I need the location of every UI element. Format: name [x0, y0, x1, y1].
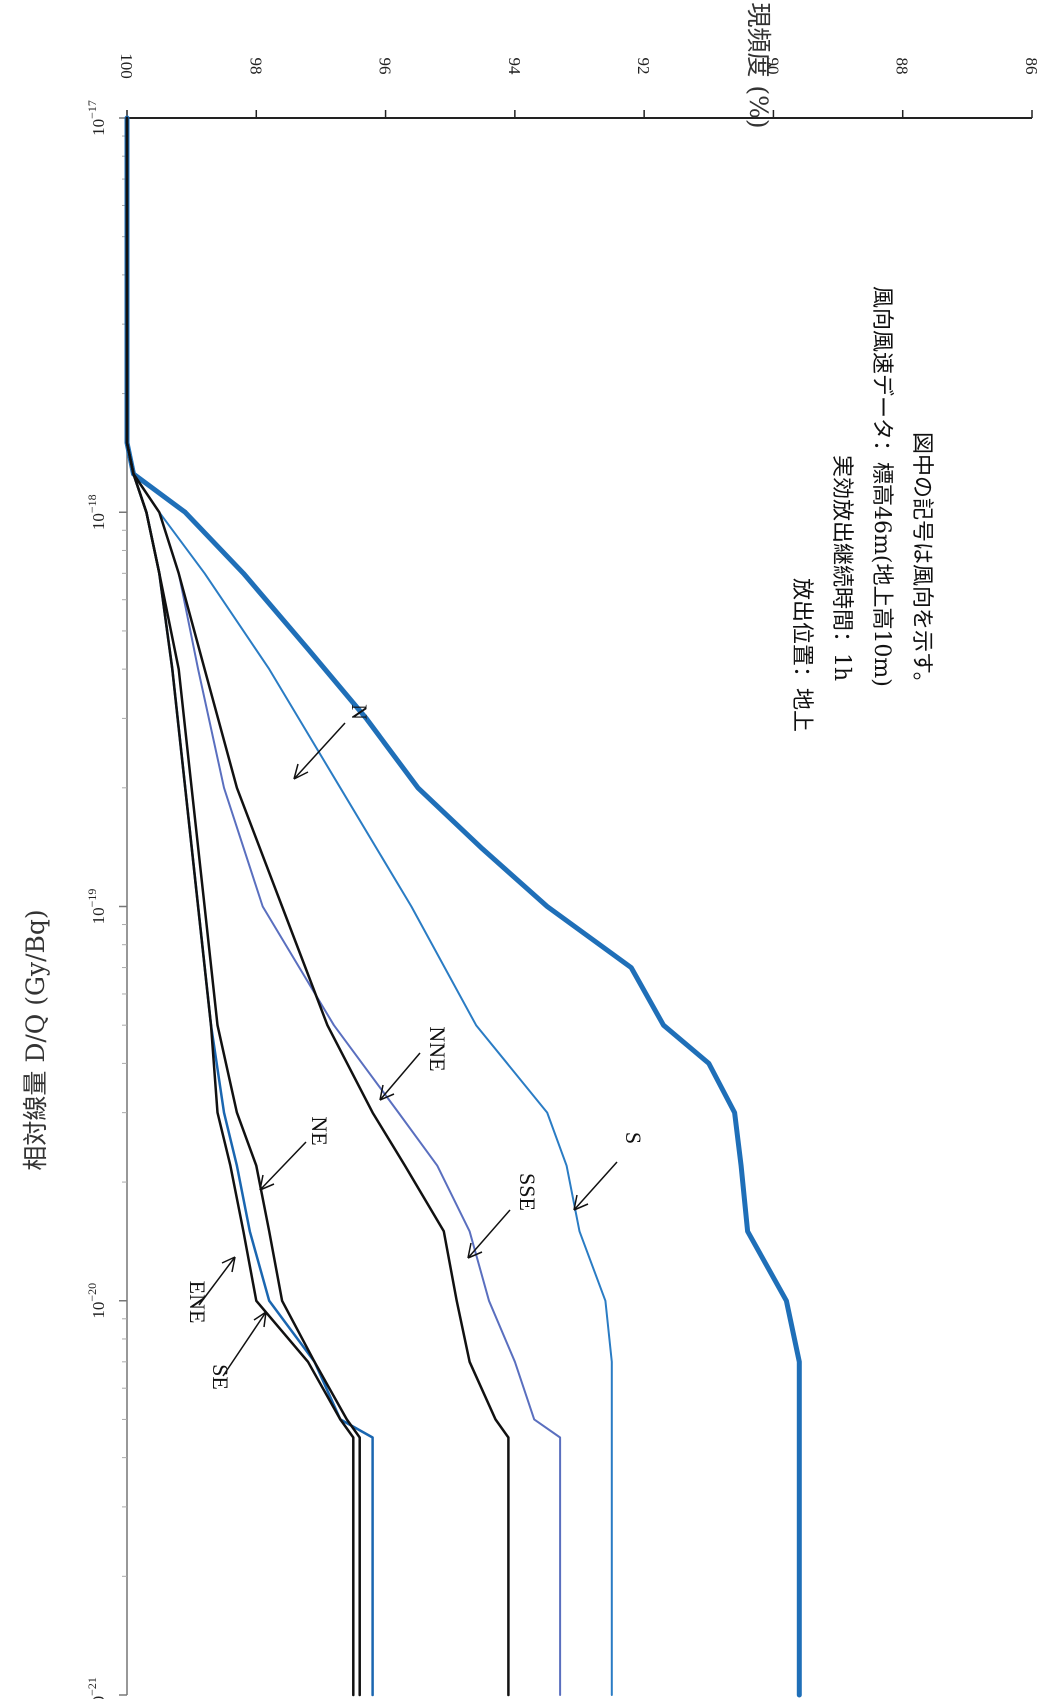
- arrow-sse: [467, 1209, 511, 1259]
- dose-tick-label-−18: 10−18: [85, 494, 108, 530]
- series-line-s: [126, 117, 613, 1696]
- frequency-tick-label-100: 100: [117, 53, 136, 79]
- arrow-ene: [198, 1256, 236, 1306]
- note-release-position: 放出位置：地上: [789, 578, 814, 732]
- label-ne: NE: [307, 1116, 332, 1145]
- dose-tick-label-−21: 10−21: [85, 1677, 108, 1699]
- frequency-tick-label-88: 88: [893, 58, 912, 75]
- arrow-head-nne: [379, 1084, 395, 1101]
- dose-tick-label-−17: 10−17: [85, 100, 108, 136]
- arrow-s: [573, 1161, 618, 1211]
- frequency-tick-label-98: 98: [246, 58, 265, 75]
- frequency-tick-label-94: 94: [505, 58, 524, 76]
- arrow-head-sse: [467, 1242, 483, 1259]
- note-release-duration: 実効放出継続時間：1h: [829, 455, 854, 681]
- series-line-n: [124, 115, 802, 1698]
- frequency-tick-label-86: 86: [1022, 58, 1041, 75]
- dose-tick-label-−19: 10−19: [85, 889, 108, 925]
- arrow-head-se: [253, 1311, 267, 1328]
- label-n: N: [347, 704, 372, 720]
- annotation-se: SE: [208, 1311, 267, 1390]
- notes-block: 放出位置：地上 実効放出継続時間：1h 風向風速データ：標高46m(地上高10m…: [789, 286, 934, 732]
- frequency-tick-label-92: 92: [634, 58, 653, 75]
- annotation-nne: NNE: [379, 1026, 450, 1101]
- annotation-ene: ENE: [185, 1256, 236, 1324]
- annotations: N NNE S SSE NE ENE S: [185, 704, 646, 1390]
- annotation-n: N: [293, 704, 372, 780]
- label-ene: ENE: [185, 1281, 210, 1324]
- frequency-axis-ticks: 100 98 96 94 92 90 88 86: [117, 53, 1041, 118]
- series-group: [124, 115, 802, 1698]
- series-line-ene: [125, 116, 355, 1697]
- series-line-sse: [126, 117, 562, 1696]
- label-nne: NNE: [425, 1026, 450, 1071]
- note-direction-symbols: 図中の記号は風向を示す。: [909, 432, 934, 694]
- arrow-head-s: [573, 1194, 589, 1211]
- series-line-ne: [125, 116, 361, 1697]
- series-line-nne: [125, 116, 510, 1697]
- arrow-se: [222, 1311, 267, 1377]
- frequency-axis-title: 累積出現頻度 (%): [744, 0, 773, 129]
- annotation-s: S: [573, 1132, 646, 1211]
- dose-tick-label-−20: 10−20: [85, 1283, 108, 1319]
- arrow-n: [293, 722, 346, 780]
- frequency-tick-label-90: 90: [763, 58, 782, 75]
- arrow-head-ene: [221, 1256, 236, 1273]
- arrow-nne: [379, 1052, 421, 1101]
- dose-axis-ticks: 10−17 10−18 10−19 10−20 10−21: [85, 100, 127, 1699]
- annotation-ne: NE: [259, 1116, 332, 1191]
- annotation-sse: SSE: [467, 1173, 540, 1259]
- arrow-ne: [259, 1141, 307, 1191]
- frequency-tick-label-96: 96: [376, 58, 395, 75]
- label-s: S: [621, 1132, 646, 1144]
- label-sse: SSE: [515, 1173, 540, 1211]
- series-line-se: [125, 116, 374, 1697]
- arrow-head-n: [293, 763, 309, 780]
- note-wind-data: 風向風速データ：標高46m(地上高10m): [869, 286, 894, 687]
- dose-axis-title: 相対線量 D/Q (Gy/Bq): [21, 909, 50, 1170]
- arrow-head-ne: [259, 1174, 275, 1191]
